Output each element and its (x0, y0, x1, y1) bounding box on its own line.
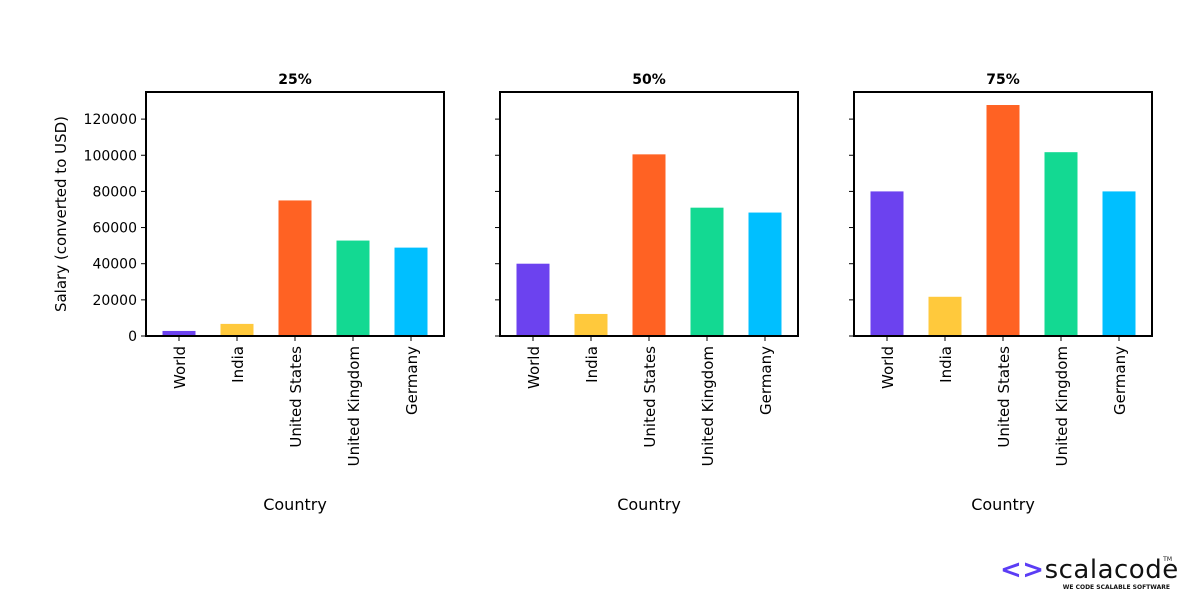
x-tick-label: Germany (403, 346, 421, 415)
x-tick-label: World (171, 346, 189, 389)
y-tick-label: 100000 (84, 148, 137, 164)
bar-india (574, 313, 608, 336)
x-tick-label: United Kingdom (345, 346, 363, 466)
panel-title: 75% (986, 72, 1020, 88)
bar-united-states (632, 154, 666, 336)
x-tick-label: India (583, 346, 601, 383)
bar-world (162, 330, 196, 336)
y-tick-label: 120000 (84, 112, 137, 128)
bar-germany (394, 247, 428, 336)
x-tick-label: United Kingdom (1053, 346, 1071, 466)
x-axis-label: Country (971, 495, 1035, 514)
x-tick-label: India (937, 346, 955, 383)
x-axis-label: Country (263, 495, 327, 514)
x-tick-label: United States (995, 346, 1013, 448)
y-tick-label: 60000 (92, 221, 137, 237)
y-tick-label: 80000 (92, 184, 137, 200)
logo-tagline: WE CODE SCALABLE SOFTWARE (1062, 584, 1170, 591)
x-tick-label: United States (287, 346, 305, 448)
y-tick-label: 20000 (92, 293, 137, 309)
y-axis-label: Salary (converted to USD) (52, 116, 70, 312)
bar-india (220, 323, 254, 336)
bar-united-kingdom (690, 207, 724, 336)
x-tick-label: World (525, 346, 543, 389)
bar-united-states (986, 105, 1020, 336)
scalacode-logo: <>scalacode TM WE CODE SCALABLE SOFTWARE (1000, 555, 1178, 596)
bar-united-kingdom (336, 240, 370, 336)
plot-frame (853, 91, 1153, 337)
x-tick-label: Germany (1111, 346, 1129, 415)
x-tick-label: Germany (757, 346, 775, 415)
logo-tm: TM (1163, 556, 1172, 563)
bar-united-states (278, 200, 312, 336)
bar-world (516, 263, 550, 336)
bar-united-kingdom (1044, 152, 1078, 336)
x-tick-label: World (879, 346, 897, 389)
bar-india (928, 296, 962, 336)
y-tick-label: 0 (128, 329, 137, 345)
logo-name: scalacode (1044, 555, 1179, 585)
panel-title: 25% (278, 72, 312, 88)
panel-title: 50% (632, 72, 666, 88)
plot-frame (145, 91, 445, 337)
bar-germany (748, 212, 782, 336)
logo-arrows-icon: <> (1000, 555, 1045, 585)
x-axis-label: Country (617, 495, 681, 514)
y-tick-label: 40000 (92, 257, 137, 273)
bar-germany (1102, 191, 1136, 336)
x-tick-label: United Kingdom (699, 346, 717, 466)
x-tick-label: United States (641, 346, 659, 448)
plot-frame (499, 91, 799, 337)
bar-world (870, 191, 904, 336)
x-tick-label: India (229, 346, 247, 383)
